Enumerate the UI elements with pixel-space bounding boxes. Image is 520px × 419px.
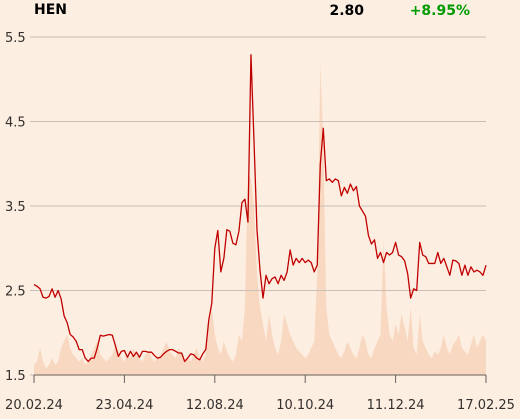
volume-area xyxy=(34,64,486,375)
y-tick-label: 1.5 xyxy=(5,369,26,384)
x-tick-label: 20.02.24 xyxy=(5,398,63,413)
y-tick-label: 4.5 xyxy=(5,116,26,131)
price-change: +8.95% xyxy=(410,3,470,19)
x-tick-label: 12.08.24 xyxy=(186,398,244,413)
x-tick-label: 17.02.25 xyxy=(457,398,515,413)
price-line xyxy=(33,54,487,363)
price: 2.80 xyxy=(329,3,364,19)
x-tick-label: 11.12.24 xyxy=(367,398,425,413)
x-tick-label: 10.10.24 xyxy=(276,398,334,413)
ticker: HEN xyxy=(34,2,67,18)
y-tick-label: 3.5 xyxy=(5,200,26,215)
y-tick-label: 5.5 xyxy=(5,31,26,46)
y-tick-label: 2.5 xyxy=(5,285,26,300)
x-tick-label: 23.04.24 xyxy=(95,398,153,413)
